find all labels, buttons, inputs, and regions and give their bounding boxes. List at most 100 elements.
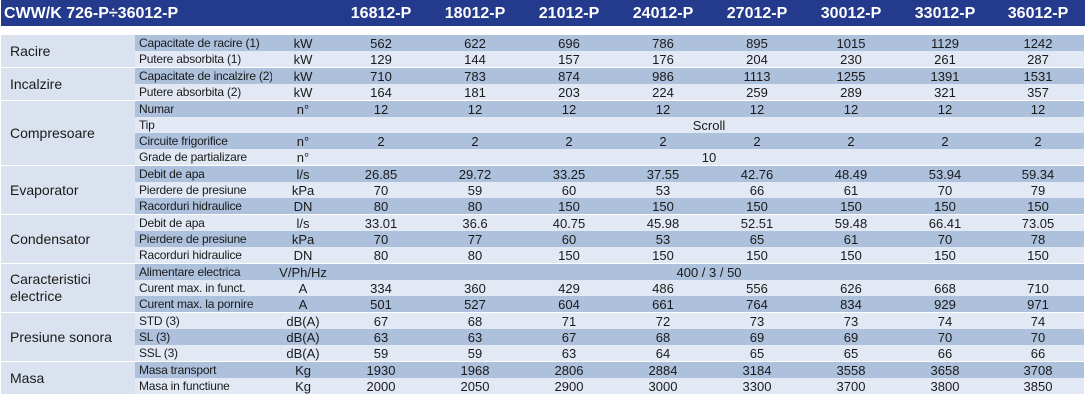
value-cell: 150	[710, 198, 805, 215]
value-cell: 53.94	[898, 165, 993, 182]
table-row: Putere absorbita (2) kW 164 181 203 224 259 289…	[1, 84, 1085, 101]
table-row: Compresoare Numar n° 12 12 12 12 12 12 12 12	[1, 100, 1085, 166]
value-cell: 357	[992, 84, 1085, 101]
table-row: Racorduri hidraulice DN 80 80 150 150 150 150 15…	[1, 247, 1085, 264]
value-cell: 73	[804, 312, 899, 329]
value-cell: 12	[428, 100, 523, 117]
value-cell: 3708	[992, 361, 1085, 378]
value-cell: 3850	[992, 378, 1085, 395]
model-header: 16812-P	[334, 0, 429, 26]
table-row: Grade de partializare n° 10	[1, 149, 1085, 166]
value-cell: 1531	[992, 67, 1085, 84]
table-row: Pierdere de presiune kPa 70 59 60 53 66 61 70 79	[1, 182, 1085, 198]
parameter-label: Debit de apa	[135, 165, 273, 182]
value-cell: 2884	[616, 361, 711, 378]
value-cell: 986	[616, 67, 711, 84]
unit-cell: Kg	[272, 361, 335, 378]
group-label: Racire	[1, 35, 135, 68]
value-cell: 129	[334, 51, 429, 68]
value-cell: 150	[804, 198, 899, 215]
value-cell: 36.6	[428, 214, 523, 231]
value-cell: 874	[522, 67, 617, 84]
value-cell: 66	[898, 345, 993, 362]
value-cell: 2900	[522, 378, 617, 395]
value-cell: 80	[428, 198, 523, 215]
value-cell: 604	[522, 296, 617, 313]
table-row: Putere absorbita (1) kW 129 144 157 176 204 230…	[1, 51, 1085, 68]
value-cell: 895	[710, 35, 805, 51]
value-cell: 73	[710, 312, 805, 329]
parameter-label: Curent max. la pornire	[135, 296, 273, 313]
value-cell: 1015	[804, 35, 899, 51]
value-cell: 59	[428, 345, 523, 362]
parameter-label: Tip	[135, 117, 273, 133]
value-cell: 80	[428, 247, 523, 264]
value-cell: 2806	[522, 361, 617, 378]
value-cell: 150	[522, 198, 617, 215]
unit-cell: DN	[272, 198, 335, 215]
value-cell: 834	[804, 296, 899, 313]
value-cell: 360	[428, 280, 523, 296]
value-cell: 68	[428, 312, 523, 329]
value-cell: 33.25	[522, 165, 617, 182]
value-cell: 60	[522, 182, 617, 198]
group-label: Evaporator	[1, 165, 135, 215]
table-row: Pierdere de presiune kPa 70 77 60 53 65 61 70 78	[1, 231, 1085, 247]
value-cell: 622	[428, 35, 523, 51]
value-cell: 29.72	[428, 165, 523, 182]
spacer-cell	[1, 26, 1085, 35]
group-label: Caracteristici electrice	[1, 263, 135, 313]
value-cell: 2	[334, 133, 429, 149]
value-cell: 1113	[710, 67, 805, 84]
value-cell: 12	[616, 100, 711, 117]
table-row: Racorduri hidraulice DN 80 80 150 150 150 150 15…	[1, 198, 1085, 215]
value-cell: 3658	[898, 361, 993, 378]
value-cell: 64	[616, 345, 711, 362]
model-header: 30012-P	[804, 0, 899, 26]
value-cell: 1391	[898, 67, 993, 84]
parameter-label: Masa in functiune	[135, 378, 273, 395]
value-cell: 150	[898, 247, 993, 264]
value-cell: 150	[522, 247, 617, 264]
value-cell: 37.55	[616, 165, 711, 182]
value-cell: 710	[334, 67, 429, 84]
header-spacer	[1, 26, 1085, 35]
value-cell: 52.51	[710, 214, 805, 231]
header-unit-cell	[272, 0, 335, 26]
value-cell: 53	[616, 231, 711, 247]
unit-cell: n°	[272, 149, 335, 166]
value-cell: 3300	[710, 378, 805, 395]
header-row: CWW/K 726-P÷36012-P 16812-P 18012-P 2101…	[1, 0, 1085, 26]
value-cell: 59	[334, 345, 429, 362]
value-cell: 71	[522, 312, 617, 329]
value-cell: 2	[710, 133, 805, 149]
value-cell: 501	[334, 296, 429, 313]
table-row: Tip Scroll	[1, 117, 1085, 133]
value-cell: 2050	[428, 378, 523, 395]
merged-value-cell: 10	[334, 149, 1085, 166]
value-cell: 70	[992, 329, 1085, 345]
table-row: Masa in functiune Kg 2000 2050 2900 3000 3300 3…	[1, 378, 1085, 395]
value-cell: 144	[428, 51, 523, 68]
value-cell: 26.85	[334, 165, 429, 182]
unit-cell: kW	[272, 84, 335, 101]
group-label: Compresoare	[1, 100, 135, 166]
value-cell: 696	[522, 35, 617, 51]
model-header: 36012-P	[992, 0, 1085, 26]
table-row: Curent max. in funct. A 334 360 429 486 556 626…	[1, 280, 1085, 296]
value-cell: 157	[522, 51, 617, 68]
unit-cell: kPa	[272, 231, 335, 247]
table-row: Evaporator Debit de apa l/s 26.85 29.72 33.25…	[1, 165, 1085, 215]
value-cell: 1930	[334, 361, 429, 378]
unit-cell: V/Ph/Hz	[272, 263, 335, 280]
value-cell: 527	[428, 296, 523, 313]
value-cell: 12	[334, 100, 429, 117]
value-cell: 61	[804, 182, 899, 198]
value-cell: 79	[992, 182, 1085, 198]
value-cell: 59	[428, 182, 523, 198]
value-cell: 1255	[804, 67, 899, 84]
value-cell: 59.48	[804, 214, 899, 231]
unit-cell: dB(A)	[272, 312, 335, 329]
parameter-label: Numar	[135, 100, 273, 117]
